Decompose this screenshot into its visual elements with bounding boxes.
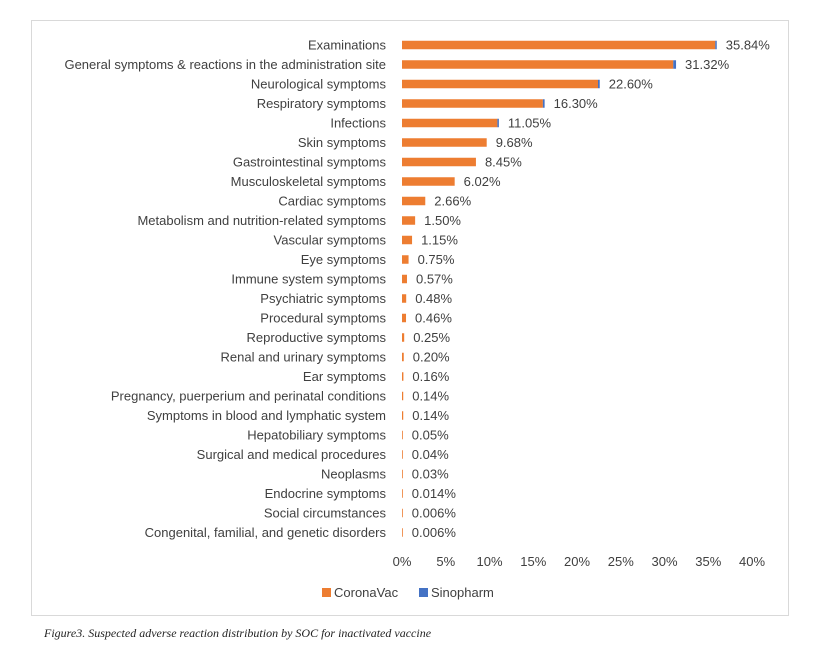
bar-coronavac [402, 352, 404, 362]
legend-swatch-coronavac [322, 588, 331, 597]
bar-sinopharm [542, 99, 545, 108]
category-label: Pregnancy, puerperium and perinatal cond… [111, 389, 387, 404]
bar-coronavac [402, 99, 543, 108]
x-tick-label: 10% [476, 554, 502, 569]
bar-coronavac [402, 255, 409, 264]
bar-coronavac [402, 235, 413, 245]
bar-sinopharm [598, 79, 600, 89]
category-label: Respiratory symptoms [257, 96, 387, 111]
bar-sinopharm [673, 60, 677, 69]
value-label: 0.006% [412, 506, 457, 521]
category-label: Musculoskeletal symptoms [231, 174, 387, 189]
category-label: Endocrine symptoms [265, 486, 387, 501]
bar-coronavac [402, 157, 476, 167]
value-label: 8.45% [485, 155, 522, 170]
value-label: 0.006% [412, 525, 457, 540]
bar-coronavac [402, 450, 403, 459]
value-label: 6.02% [464, 174, 501, 189]
category-label: Gastrointestinal symptoms [233, 155, 387, 170]
bar-coronavac [402, 138, 487, 147]
category-label: Vascular symptoms [274, 233, 387, 248]
legend-label-sinopharm: Sinopharm [431, 585, 494, 600]
category-label: Immune system symptoms [231, 272, 386, 287]
category-label: Cardiac symptoms [278, 194, 386, 209]
x-tick-label: 0% [393, 554, 412, 569]
bar-coronavac [402, 430, 403, 440]
bar-sinopharm [497, 118, 499, 128]
value-label: 0.14% [412, 408, 449, 423]
value-label: 0.05% [412, 428, 449, 443]
category-label: Examinations [308, 38, 387, 53]
bar-coronavac [402, 313, 407, 323]
bar-coronavac [402, 216, 416, 225]
value-label: 2.66% [434, 194, 471, 209]
category-label: Reproductive symptoms [247, 330, 387, 345]
value-label: 0.014% [412, 486, 457, 501]
x-tick-label: 30% [651, 554, 677, 569]
bar-coronavac [402, 372, 404, 381]
value-label: 31.32% [685, 57, 730, 72]
bar-coronavac [402, 528, 403, 537]
x-tick-label: 35% [695, 554, 721, 569]
category-label: Hepatobiliary symptoms [247, 428, 386, 443]
value-label: 0.20% [413, 350, 450, 365]
value-label: 0.04% [412, 447, 449, 462]
category-label: Procedural symptoms [260, 311, 386, 326]
value-label: 16.30% [554, 96, 599, 111]
x-tick-label: 20% [564, 554, 590, 569]
value-label: 1.15% [421, 233, 458, 248]
bar-sinopharm [715, 40, 717, 50]
legend-label-coronavac: CoronaVac [334, 585, 399, 600]
value-label: 1.50% [424, 213, 461, 228]
x-tick-label: 5% [436, 554, 455, 569]
bar-coronavac [402, 274, 407, 284]
category-label: Infections [330, 116, 386, 131]
value-label: 11.05% [508, 116, 552, 131]
category-label: Neoplasms [321, 467, 387, 482]
value-label: 0.46% [415, 311, 452, 326]
legend-swatch-sinopharm [419, 588, 428, 597]
x-tick-label: 15% [520, 554, 546, 569]
bar-coronavac [402, 118, 498, 128]
value-label: 0.16% [412, 369, 449, 384]
value-label: 35.84% [726, 38, 771, 53]
category-label: Ear symptoms [303, 369, 387, 384]
value-label: 0.14% [412, 389, 449, 404]
category-label: Metabolism and nutrition-related symptom… [137, 213, 386, 228]
bar-coronavac [402, 177, 455, 186]
bar-coronavac [402, 79, 598, 89]
category-label: General symptoms & reactions in the admi… [64, 57, 386, 72]
value-label: 0.57% [416, 272, 453, 287]
bar-coronavac [402, 60, 674, 69]
category-label: Surgical and medical procedures [197, 447, 387, 462]
bar-coronavac [402, 411, 404, 420]
bar-coronavac [402, 196, 426, 206]
value-label: 0.48% [415, 291, 452, 306]
value-label: 0.25% [413, 330, 450, 345]
x-tick-label: 40% [739, 554, 765, 569]
x-tick-label: 25% [608, 554, 634, 569]
value-label: 0.03% [412, 467, 449, 482]
bar-coronavac [402, 294, 407, 303]
figure-caption: Figure3. Suspected adverse reaction dist… [44, 626, 432, 640]
bar-coronavac [402, 333, 405, 342]
category-label: Renal and urinary symptoms [221, 350, 387, 365]
category-label: Skin symptoms [298, 135, 387, 150]
category-label: Eye symptoms [301, 252, 387, 267]
category-label: Psychiatric symptoms [260, 291, 386, 306]
value-label: 22.60% [609, 77, 654, 92]
bar-coronavac [402, 508, 403, 518]
category-label: Social circumstances [264, 506, 387, 521]
bar-coronavac [402, 40, 716, 50]
category-label: Congenital, familial, and genetic disord… [145, 525, 387, 540]
category-label: Symptoms in blood and lymphatic system [147, 408, 386, 423]
bar-coronavac [402, 489, 403, 498]
bar-coronavac [402, 391, 404, 401]
value-label: 9.68% [496, 135, 533, 150]
bar-coronavac [402, 469, 403, 479]
value-label: 0.75% [418, 252, 455, 267]
category-label: Neurological symptoms [251, 77, 387, 92]
